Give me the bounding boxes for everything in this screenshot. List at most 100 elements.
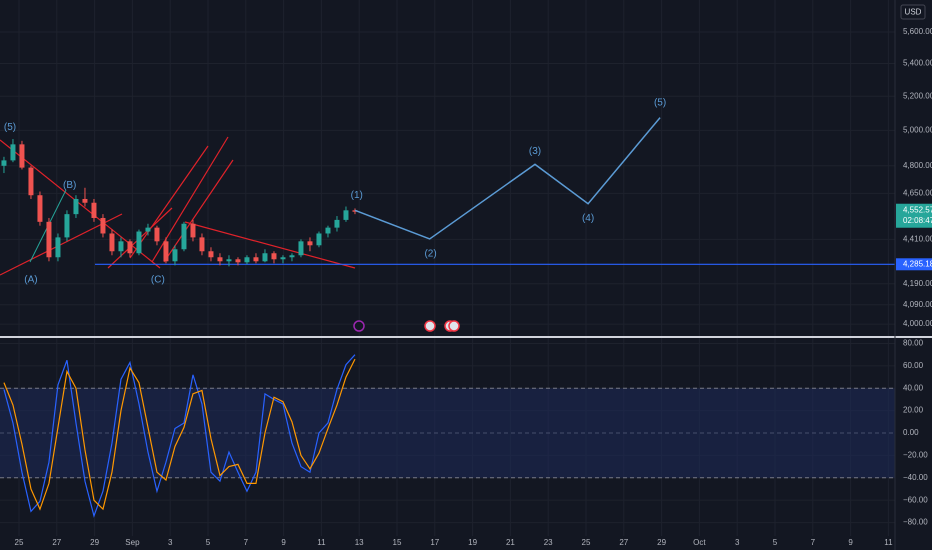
y-tick-label: 60.00	[903, 361, 924, 370]
x-tick-label: 3	[168, 538, 173, 547]
y-tick-label: 4,090.00	[903, 300, 932, 309]
event-icon[interactable]	[424, 320, 436, 332]
candle-body	[235, 259, 241, 263]
hline-price: 4,285.18	[903, 259, 932, 268]
candle-body	[73, 198, 79, 215]
candle-body	[181, 223, 187, 250]
y-tick-label: 4,800.00	[903, 161, 932, 170]
candle-body	[163, 241, 169, 262]
trend-line	[184, 221, 356, 269]
wave-label: (B)	[63, 180, 76, 191]
candle-body	[55, 237, 61, 258]
candle-body	[28, 167, 34, 196]
x-tick-label: 21	[506, 538, 515, 547]
candle-body	[1, 160, 7, 166]
candle-body	[64, 214, 70, 238]
x-tick-label: 5	[206, 538, 211, 547]
candle-body	[343, 210, 349, 220]
trend-line	[163, 159, 234, 263]
price-pane: (5) (A) (B) (C) (1) (2) (3) (4) (5)	[1, 97, 895, 286]
candle-body	[262, 253, 268, 262]
trend-line	[0, 139, 161, 269]
x-tick-label: 19	[468, 538, 477, 547]
pane-separator	[0, 336, 932, 338]
band-fill	[0, 388, 895, 478]
candle-body	[289, 255, 295, 258]
candle-body	[46, 221, 52, 258]
y-tick-label: 0.00	[903, 428, 919, 437]
last-price-tag	[896, 203, 932, 228]
candle-body	[217, 257, 223, 262]
x-tick-label: 7	[244, 538, 249, 547]
wave-label: (1)	[351, 190, 363, 201]
wave-label: (3)	[529, 146, 541, 157]
currency: USD	[905, 8, 922, 17]
x-tick-label: 27	[52, 538, 61, 547]
x-tick-label: 11	[317, 538, 326, 547]
candle-body	[280, 257, 286, 260]
y-tick-label: −80.00	[903, 518, 928, 527]
candle-body	[82, 198, 88, 203]
oscillator-line	[3, 354, 356, 518]
candle-body	[307, 241, 313, 246]
trend-line	[129, 145, 209, 259]
x-tick-label: 25	[15, 538, 24, 547]
candle-body	[37, 195, 43, 222]
y-tick-label: 5,600.00	[903, 27, 932, 36]
candle-body	[298, 241, 304, 256]
oscillator-line	[3, 358, 356, 511]
candle-body	[226, 259, 232, 262]
currency-box[interactable]	[900, 4, 926, 20]
y-tick-label: 5,200.00	[903, 91, 932, 100]
candle-body	[316, 233, 322, 246]
oscillator-band	[0, 387, 895, 479]
wave-label: (5)	[654, 97, 666, 108]
x-tick-label: 5	[773, 538, 778, 547]
x-tick-label: 15	[393, 538, 402, 547]
x-tick-label: 3	[735, 538, 740, 547]
oscillator-pane	[3, 354, 356, 518]
candle-body	[334, 219, 340, 228]
x-tick-label: 29	[657, 538, 666, 547]
wave-label: (C)	[151, 275, 165, 286]
axis-layer: 25 27 29 Sep 3 5 7 9 11 13 15 17 19 21 23 25 27 29 Oct 3 5 7 9…	[15, 27, 932, 547]
event-icon[interactable]	[448, 320, 460, 332]
y-tick-label: 4,000.00	[903, 319, 932, 328]
candle-body	[208, 251, 214, 258]
candle-body	[199, 237, 205, 252]
y-tick-label: 4,410.00	[903, 234, 932, 243]
hline-tag	[896, 258, 932, 271]
candle-body	[172, 249, 178, 262]
x-tick-label: Sep	[125, 538, 140, 547]
y-tick-label: 5,400.00	[903, 59, 932, 68]
y-tick-label: −60.00	[903, 495, 928, 504]
y-tick-label: 20.00	[903, 406, 924, 415]
x-tick-label: 23	[544, 538, 553, 547]
y-tick-label: −20.00	[903, 451, 928, 460]
candle-body	[136, 231, 142, 254]
x-tick-label: 9	[281, 538, 286, 547]
candle-body	[19, 144, 25, 168]
x-tick-label: 13	[355, 538, 364, 547]
wave-label: (4)	[582, 213, 594, 224]
candle-body	[118, 241, 124, 252]
candle-body	[154, 227, 160, 242]
y-tick-label: 4,190.00	[903, 279, 932, 288]
y-tick-label: 80.00	[903, 339, 924, 348]
candle-body	[127, 241, 133, 254]
event-icon[interactable]	[353, 320, 365, 332]
candle-body	[109, 233, 115, 252]
candle-body	[253, 257, 259, 262]
y-tick-label: 5,000.00	[903, 125, 932, 134]
candle-body	[100, 217, 106, 234]
x-tick-label: 7	[811, 538, 816, 547]
x-tick-label: 11	[884, 538, 893, 547]
x-tick-label: 29	[90, 538, 99, 547]
wave-label: (2)	[424, 249, 436, 260]
x-tick-label: 27	[619, 538, 628, 547]
x-tick-label: 25	[582, 538, 591, 547]
x-tick-label: 17	[430, 538, 439, 547]
wave-label: (A)	[24, 275, 37, 286]
candle-body	[271, 253, 277, 260]
